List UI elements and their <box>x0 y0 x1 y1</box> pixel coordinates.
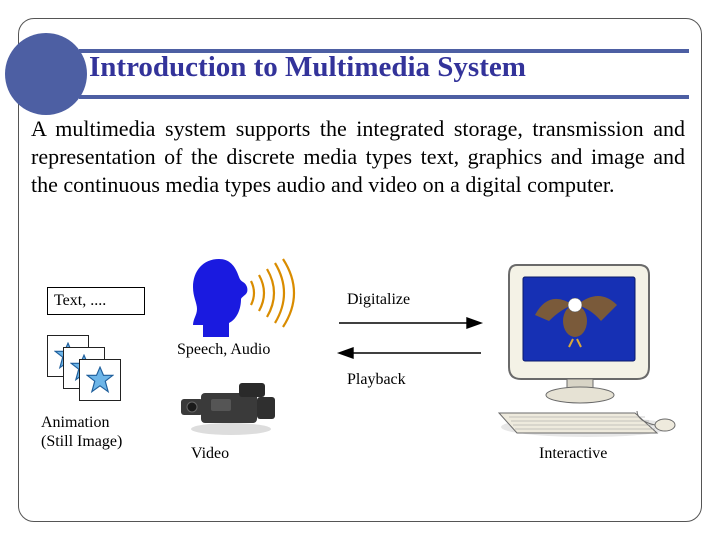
playback-label: Playback <box>347 371 406 389</box>
slide-title: Introduction to Multimedia System <box>89 51 526 84</box>
diagram-area: Text, .... Animation (Still Image) <box>19 249 701 519</box>
animation-label: Animation (Still Image) <box>41 413 122 451</box>
computer-icon <box>487 257 683 447</box>
text-media-box: Text, .... <box>47 287 145 315</box>
title-circle-decoration <box>5 33 87 115</box>
interactive-label: Interactive <box>539 445 607 463</box>
speech-label: Speech, Audio <box>177 341 270 359</box>
title-band: Introduction to Multimedia System <box>19 37 701 111</box>
video-label: Video <box>191 445 229 463</box>
star-icon <box>86 366 114 394</box>
digitalize-label: Digitalize <box>347 291 410 309</box>
slide-frame: Introduction to Multimedia System A mult… <box>18 18 702 522</box>
body-paragraph: A multimedia system supports the integra… <box>31 115 685 199</box>
title-line-bottom <box>79 95 689 99</box>
text-media-label: Text, .... <box>54 292 106 310</box>
camcorder-icon <box>179 377 279 437</box>
animation-frames-icon <box>47 335 137 405</box>
